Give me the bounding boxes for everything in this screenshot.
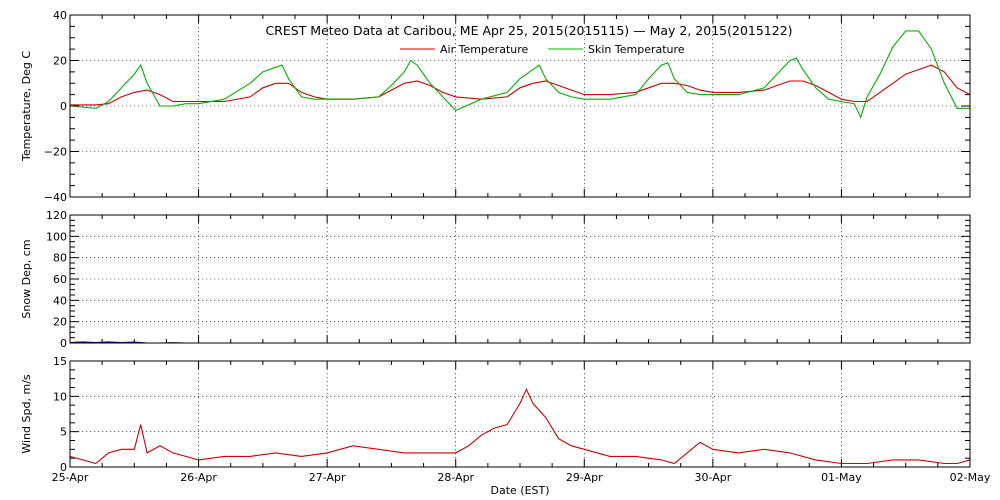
x-tick-label: 29-Apr bbox=[566, 471, 603, 484]
y-tick-label: 10 bbox=[53, 390, 67, 403]
y-tick-label: 40 bbox=[53, 9, 67, 22]
y-axis-label: Snow Dep, cm bbox=[20, 239, 33, 318]
y-tick-label: 100 bbox=[46, 230, 67, 243]
y-tick-label: 20 bbox=[53, 316, 67, 329]
y-tick-label: −40 bbox=[44, 191, 67, 204]
y-tick-label: 120 bbox=[46, 209, 67, 222]
legend: Air Temperature Skin Temperature bbox=[400, 43, 685, 56]
y-tick-label: 0 bbox=[60, 461, 67, 474]
panel-temperature: 40 20 0 −20 −40 Temperature, Deg C bbox=[20, 9, 971, 204]
chart-title: CREST Meteo Data at Caribou, ME Apr 25, … bbox=[265, 23, 792, 38]
series-line-skin-temperature bbox=[70, 30, 970, 119]
x-tick-label: 26-Apr bbox=[180, 471, 217, 484]
plot-frame bbox=[69, 214, 971, 344]
legend-label-air: Air Temperature bbox=[440, 43, 529, 56]
x-tick-label: 30-Apr bbox=[694, 471, 731, 484]
x-axis-label: Date (EST) bbox=[490, 484, 549, 497]
y-axis-label: Wind Spd, m/s bbox=[20, 374, 33, 454]
y-tick-label: 80 bbox=[53, 252, 67, 265]
y-tick-label: 5 bbox=[60, 426, 67, 439]
y-tick-label: 0 bbox=[60, 100, 67, 113]
x-tick-label: 01-May bbox=[821, 471, 862, 484]
legend-label-skin: Skin Temperature bbox=[588, 43, 685, 56]
y-tick-label: 40 bbox=[53, 294, 67, 307]
y-tick-label: −20 bbox=[44, 146, 67, 159]
plot-frame bbox=[69, 360, 971, 468]
y-tick-label: 0 bbox=[60, 337, 67, 350]
y-tick-label: 20 bbox=[53, 55, 67, 68]
plot-frame bbox=[69, 14, 971, 198]
y-tick-label: 15 bbox=[53, 355, 67, 368]
series-line-panel2 bbox=[70, 387, 970, 465]
x-tick-label: 27-Apr bbox=[309, 471, 346, 484]
panel-snow-depth: 120 100 80 60 40 20 0 Snow Dep, cm bbox=[20, 209, 971, 350]
panel-wind-speed: 15 10 5 0 Wind Spd, m/s 25-Apr 26-Apr 27-Apr 28-… bbox=[20, 355, 991, 484]
series-line-air-temperature bbox=[70, 64, 970, 106]
y-tick-label: 60 bbox=[53, 273, 67, 286]
y-axis-label: Temperature, Deg C bbox=[20, 51, 33, 162]
x-tick-label: 25-Apr bbox=[52, 471, 89, 484]
x-tick-label: 02-May bbox=[950, 471, 991, 484]
x-tick-label: 28-Apr bbox=[437, 471, 474, 484]
